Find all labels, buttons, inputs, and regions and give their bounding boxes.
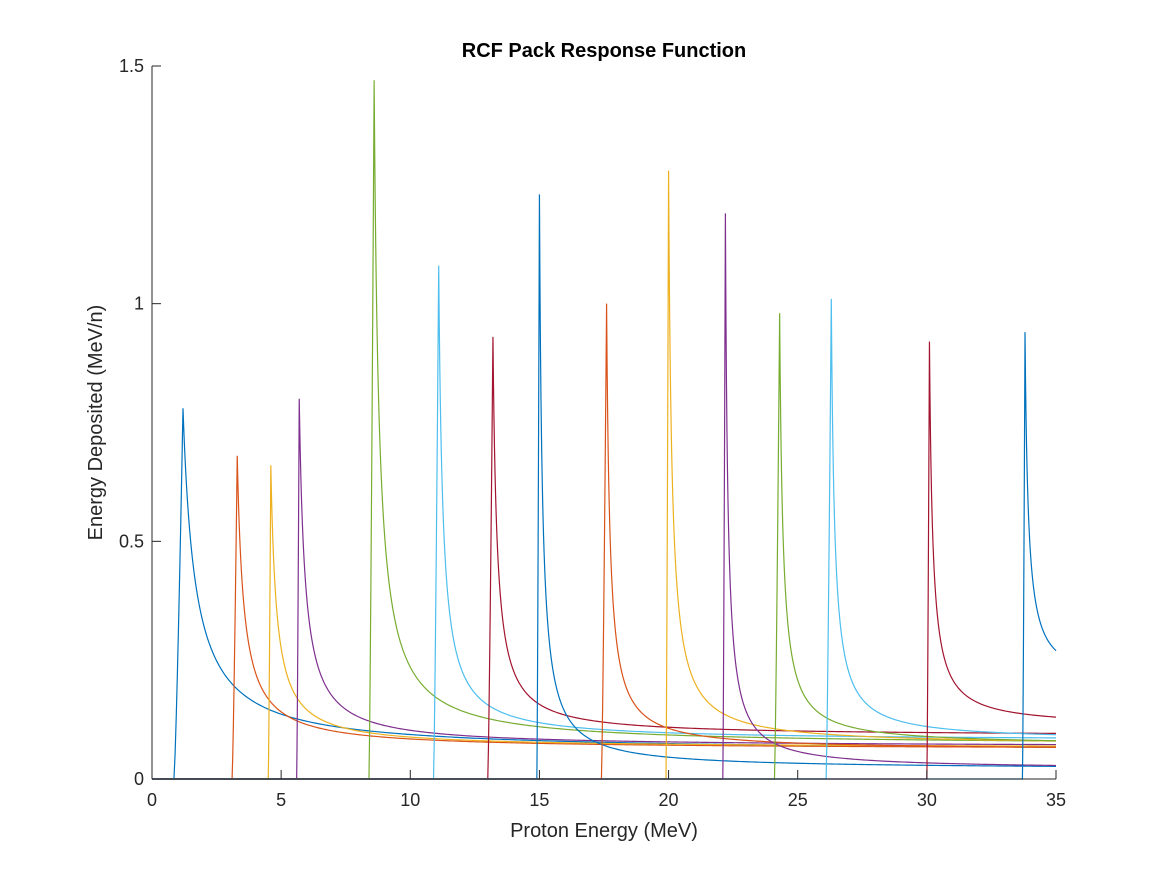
x-tick-label: 25 <box>788 790 808 810</box>
series-line-7 <box>152 336 1057 780</box>
series-line-15 <box>152 332 1057 780</box>
series-line-2 <box>152 455 1056 780</box>
series-line-14 <box>152 341 1057 780</box>
x-tick-label: 35 <box>1046 790 1066 810</box>
series-layer <box>152 80 1057 780</box>
series-line-12 <box>152 313 1057 780</box>
series-line-13 <box>152 298 1057 780</box>
y-tick-label: 0 <box>134 769 144 789</box>
x-tick-label: 15 <box>529 790 549 810</box>
x-tick-label: 10 <box>400 790 420 810</box>
x-axis-label: Proton Energy (MeV) <box>510 820 698 842</box>
x-tick-label: 30 <box>917 790 937 810</box>
series-line-10 <box>152 170 1057 780</box>
series-line-4 <box>152 398 1057 780</box>
x-tick-label: 5 <box>276 790 286 810</box>
series-line-8 <box>152 194 1057 780</box>
series-line-5 <box>152 80 1057 780</box>
y-tick-label: 0.5 <box>119 531 144 551</box>
axis-layer <box>151 66 1056 780</box>
x-tick-label: 20 <box>659 790 679 810</box>
tick-layer: 0 5 10 15 20 25 30 35 0 0.5 1 1.5 <box>119 56 1066 810</box>
chart-title: RCF Pack Response Function <box>462 40 747 62</box>
series-line-9 <box>152 303 1057 780</box>
x-tick-label: 0 <box>147 790 157 810</box>
y-axis-label: Energy Deposited (MeV/n) <box>85 305 107 541</box>
plot-area <box>152 66 1056 779</box>
y-tick-label: 1.5 <box>119 56 144 76</box>
y-tick-label: 1 <box>134 294 144 314</box>
